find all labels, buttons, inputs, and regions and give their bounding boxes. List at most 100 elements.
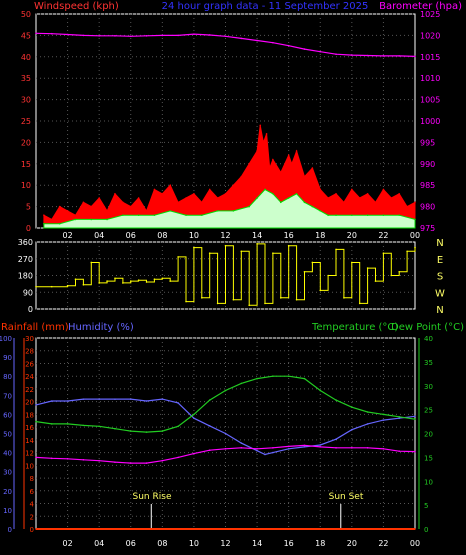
- temperature-y-tick-label: 35: [424, 359, 433, 367]
- wind-y-tick-label: 0: [26, 224, 31, 233]
- temperature-y-tick-label: 20: [424, 431, 433, 439]
- average-wind-point: [106, 218, 108, 221]
- dew-point-point: [161, 459, 164, 462]
- gust-point: [406, 205, 408, 208]
- temperature-point: [161, 430, 164, 432]
- barometer-point: [82, 34, 85, 37]
- humidity-point: [35, 404, 37, 406]
- wind-direction-point: [319, 289, 322, 292]
- gust-point: [295, 150, 298, 152]
- temperature-point: [177, 425, 179, 428]
- barometer-y-tick-label: 975: [420, 224, 435, 233]
- wind-direction-point: [335, 248, 337, 251]
- temperature-y-tick-label: 10: [424, 478, 433, 486]
- humidity-y-tick-label: 60: [3, 411, 12, 419]
- humidity-point: [208, 425, 211, 427]
- gust-point: [74, 214, 77, 216]
- barometer-point: [193, 33, 195, 35]
- wind-direction-point: [366, 267, 369, 269]
- humidity-point: [398, 417, 401, 420]
- barometer-point: [398, 55, 401, 57]
- average-wind-point: [382, 214, 385, 216]
- temperature-y-tick-label: 25: [424, 407, 433, 415]
- gust-point: [137, 197, 140, 199]
- x-tick-label-top: 10: [189, 231, 199, 240]
- gust-point: [319, 188, 322, 191]
- gust-point: [216, 197, 219, 199]
- gust-point: [414, 201, 416, 204]
- humidity-point: [264, 453, 266, 456]
- barometer-y-tick-label: 985: [420, 181, 435, 190]
- dew-point-point: [335, 447, 337, 449]
- wind-direction-point: [374, 280, 377, 282]
- gust-point: [374, 201, 377, 204]
- wind-direction-point: [50, 285, 53, 288]
- wind-direction-point: [169, 280, 172, 282]
- humidity-point: [161, 398, 164, 400]
- rainfall-y-tick-label: 30: [25, 335, 34, 343]
- wind-direction-point: [240, 250, 243, 253]
- wind-direction-point: [106, 280, 108, 282]
- average-wind-point: [295, 192, 298, 195]
- temperature-point: [240, 382, 243, 385]
- barometer-point: [303, 48, 306, 50]
- gust-point: [169, 184, 172, 186]
- dew-point-point: [177, 456, 179, 459]
- wind-direction-point: [279, 297, 282, 299]
- gust-point: [382, 188, 385, 191]
- dew-point-point: [287, 445, 290, 448]
- dew-point-point: [50, 457, 53, 460]
- dew-point-point: [366, 447, 369, 449]
- humidity-point: [319, 444, 322, 446]
- wind-series-layer: [35, 32, 416, 229]
- chart-title: 24 hour graph data - 11 September 2025: [162, 1, 369, 12]
- barometer-y-tick-label: 990: [420, 160, 435, 169]
- average-wind-point: [248, 205, 250, 208]
- x-tick-label-top: 12: [220, 231, 230, 240]
- wind-direction-point: [311, 261, 314, 264]
- gust-point: [122, 201, 124, 204]
- wind-direction-point: [398, 270, 401, 273]
- wind-direction-point: [414, 246, 416, 249]
- temperature-point: [193, 413, 195, 416]
- gust-point: [256, 150, 258, 152]
- dew-point-point: [145, 462, 148, 464]
- wind-y-tick-label: 45: [21, 31, 31, 40]
- humidity-point: [351, 428, 353, 431]
- dew-point-point: [114, 461, 116, 463]
- average-wind-point: [414, 218, 416, 221]
- barometer-point: [382, 55, 385, 57]
- rainfall-point: [35, 528, 37, 530]
- compass-label: N: [436, 305, 443, 316]
- direction-y-tick-label: 180: [18, 272, 33, 281]
- barometer-y-tick-label: 1020: [420, 31, 440, 40]
- axis-labels-layer: 0202040406060808101012121414161618182020…: [0, 10, 445, 548]
- humidity-point: [98, 398, 100, 400]
- x-tick-label-top: 20: [347, 231, 357, 240]
- x-tick-label-bottom: 16: [284, 539, 294, 548]
- humidity-point: [50, 400, 53, 402]
- gust-point: [224, 192, 227, 195]
- dew-point-point: [351, 447, 353, 449]
- rainfall-y-tick-label: 8: [30, 475, 34, 483]
- average-wind-point: [74, 218, 77, 221]
- barometer-point: [66, 33, 69, 36]
- sunrise-label: Sun Rise: [133, 492, 172, 502]
- direction-y-tick-label: 360: [18, 238, 33, 247]
- rainfall-y-tick-label: 14: [25, 437, 34, 445]
- humidity-point: [177, 402, 179, 404]
- dew-point-point: [240, 447, 243, 449]
- x-tick-label-bottom: 04: [94, 539, 104, 548]
- x-tick-label-top: 16: [284, 231, 294, 240]
- dew-point-point: [398, 450, 401, 452]
- wind-direction-point: [232, 298, 235, 301]
- humidity-point: [193, 417, 195, 420]
- gust-point: [153, 188, 156, 191]
- barometer-point: [98, 35, 100, 37]
- dewpoint-axis-title: Dew Point (°C): [391, 322, 464, 333]
- barometer-point: [272, 41, 274, 44]
- rainfall-y-tick-label: 24: [25, 373, 34, 381]
- gust-point: [279, 171, 282, 174]
